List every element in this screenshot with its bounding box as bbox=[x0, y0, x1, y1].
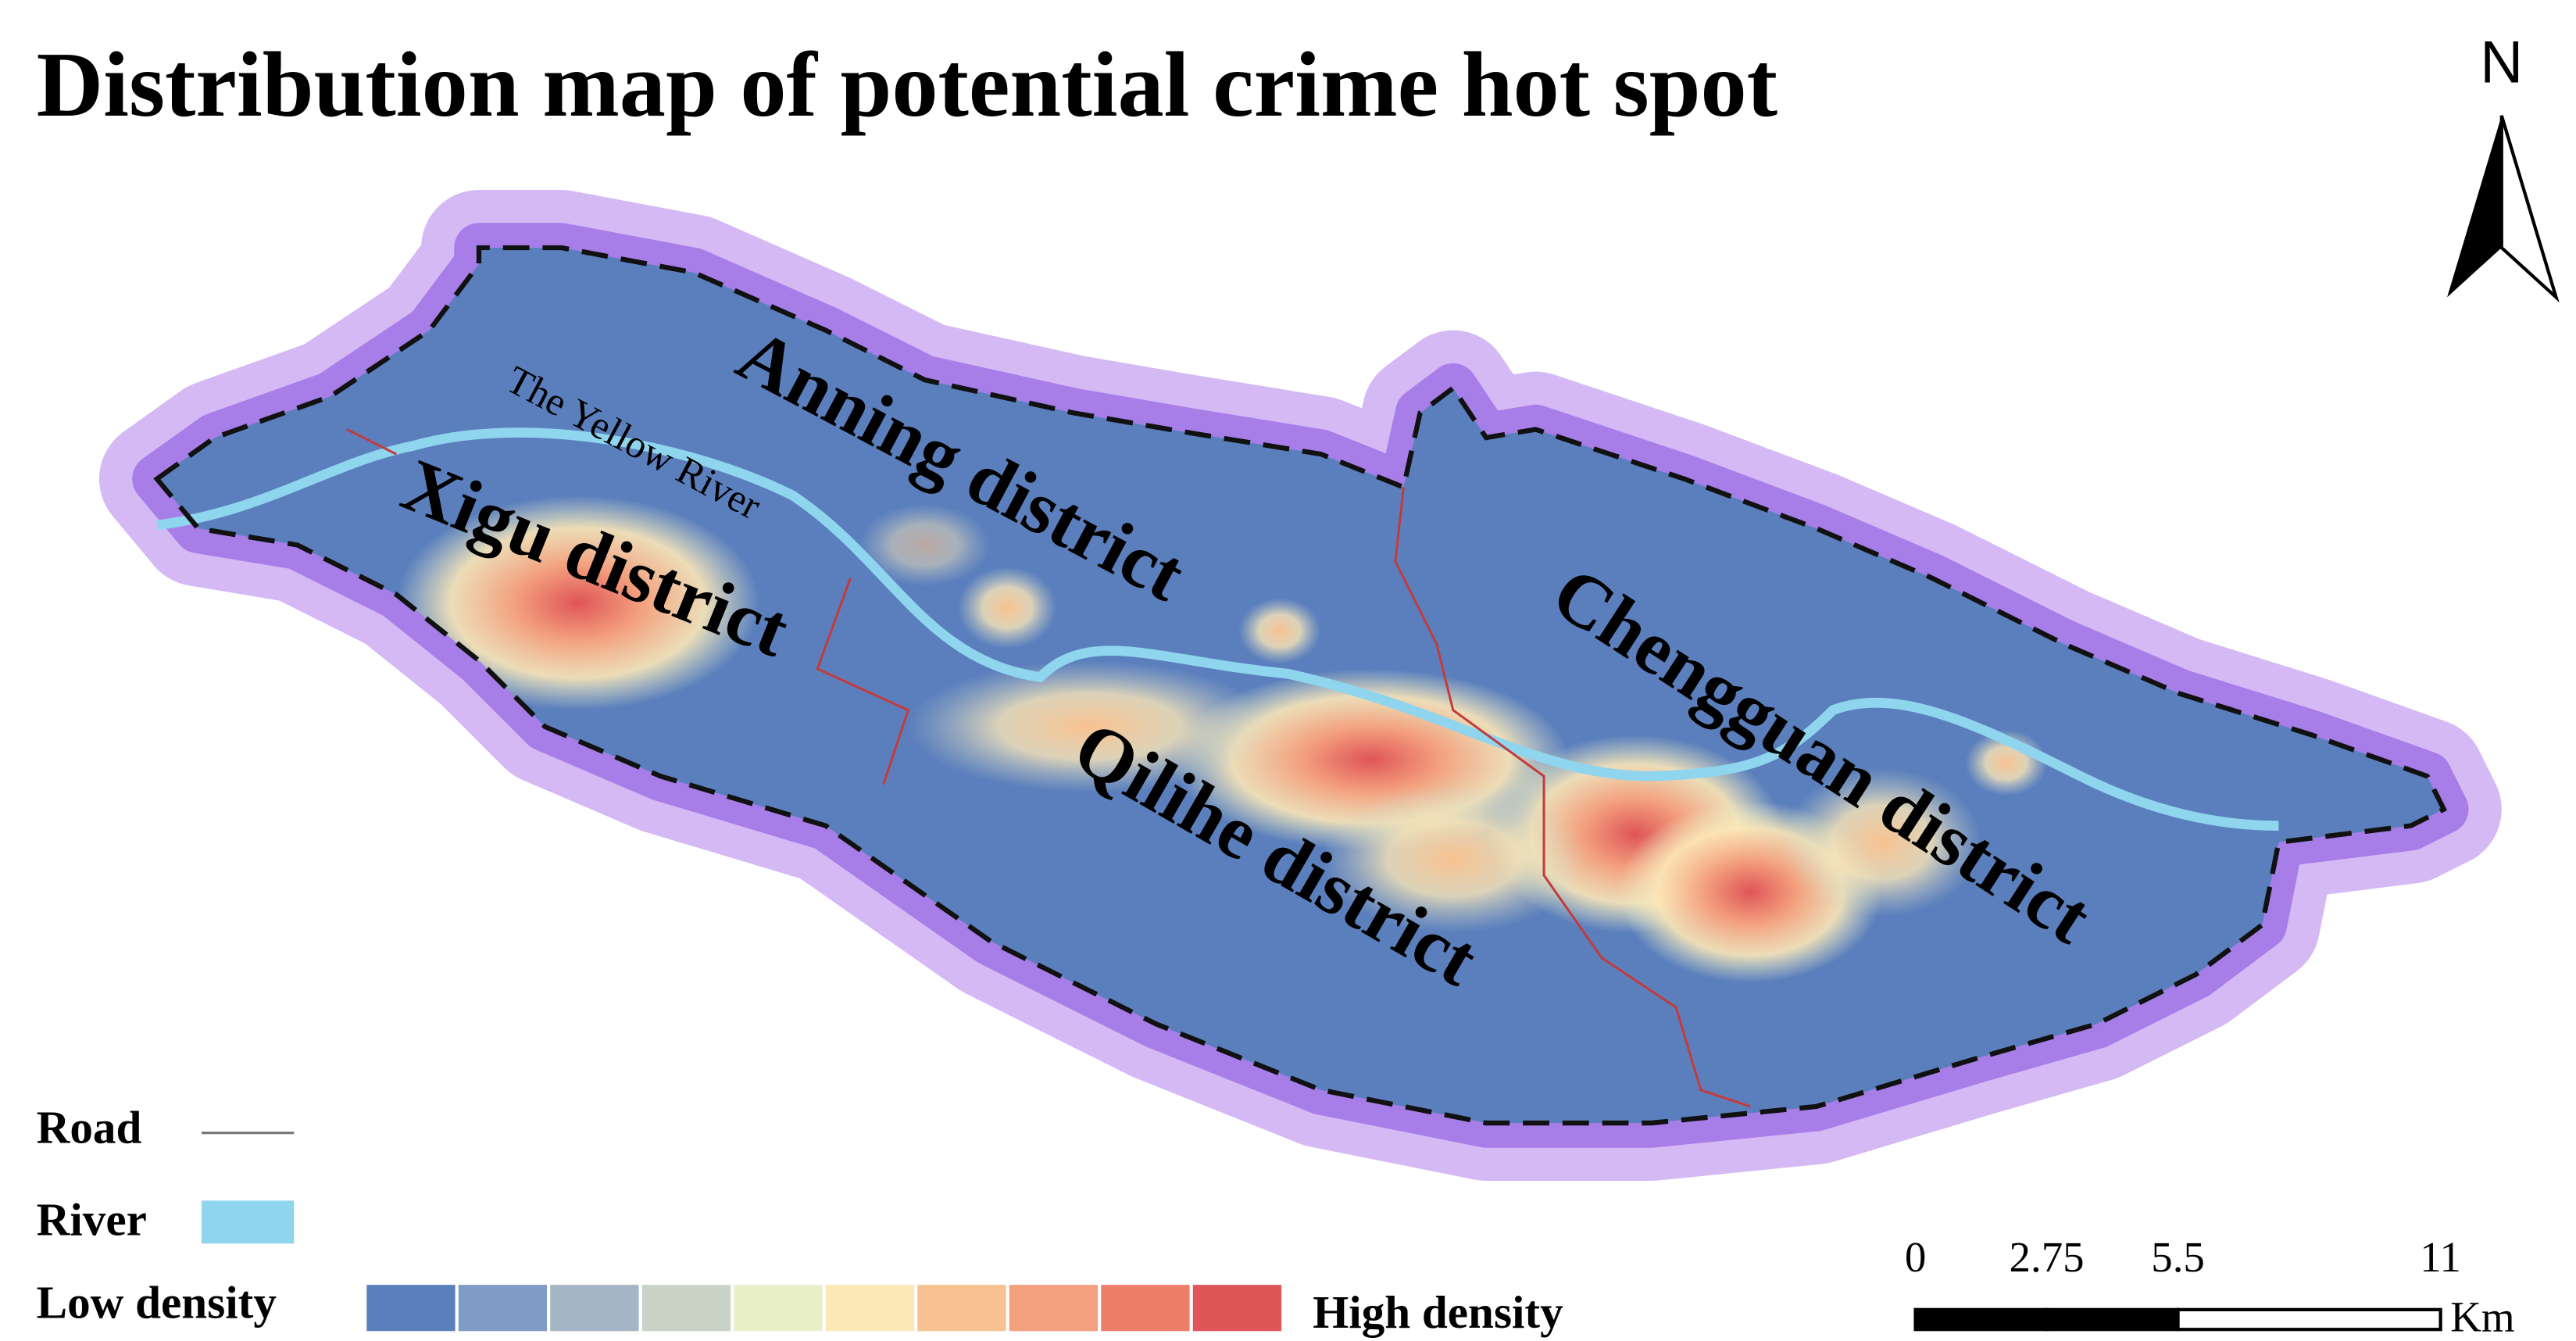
legend-low-label: Low density bbox=[37, 1276, 277, 1328]
map-title: Distribution map of potential crime hot … bbox=[37, 34, 1777, 136]
north-arrow-right bbox=[2499, 115, 2560, 303]
hotspot bbox=[957, 566, 1057, 649]
hotspot bbox=[859, 503, 991, 587]
north-label: N bbox=[2480, 30, 2523, 96]
ramp-swatch bbox=[1101, 1285, 1190, 1332]
scale-tick-label: 0 bbox=[1905, 1233, 1926, 1281]
ramp-swatch bbox=[366, 1285, 456, 1332]
legend-high-label: High density bbox=[1313, 1286, 1563, 1338]
scale-tick-label: 2.75 bbox=[2009, 1233, 2084, 1281]
ramp-swatch bbox=[550, 1285, 639, 1332]
ramp-swatch bbox=[825, 1285, 915, 1332]
ramp-swatch bbox=[1192, 1285, 1282, 1332]
hotspot bbox=[396, 495, 760, 710]
hotspot bbox=[1320, 784, 1585, 934]
color-ramp bbox=[366, 1285, 1282, 1332]
scale-segment bbox=[1913, 1307, 2049, 1332]
scale-tick-label: 5.5 bbox=[2151, 1233, 2205, 1281]
hotspot bbox=[1238, 598, 1321, 664]
scale-segment bbox=[2045, 1307, 2180, 1332]
density-layer bbox=[396, 495, 2048, 983]
hotspot bbox=[1783, 767, 1982, 917]
scale-segment bbox=[2176, 1307, 2442, 1332]
north-arrow-left bbox=[2447, 115, 2502, 298]
scale-unit: Km bbox=[2450, 1293, 2514, 1340]
scale-bar: 0 2.75 5.5 11 Km bbox=[1905, 1233, 2515, 1340]
ramp-swatch bbox=[458, 1285, 548, 1332]
district-boundaries bbox=[346, 428, 1751, 1108]
ramp-swatch bbox=[1009, 1285, 1099, 1332]
ramp-swatch bbox=[641, 1285, 731, 1332]
scale-tick-label: 11 bbox=[2420, 1233, 2461, 1281]
hotspot bbox=[908, 660, 1272, 793]
river bbox=[156, 427, 2279, 831]
ramp-swatch bbox=[734, 1285, 823, 1332]
ramp-swatch bbox=[917, 1285, 1006, 1332]
legend-road-label: Road bbox=[37, 1101, 142, 1153]
legend-river-symbol bbox=[201, 1200, 295, 1244]
legend-river-label: River bbox=[37, 1194, 147, 1246]
